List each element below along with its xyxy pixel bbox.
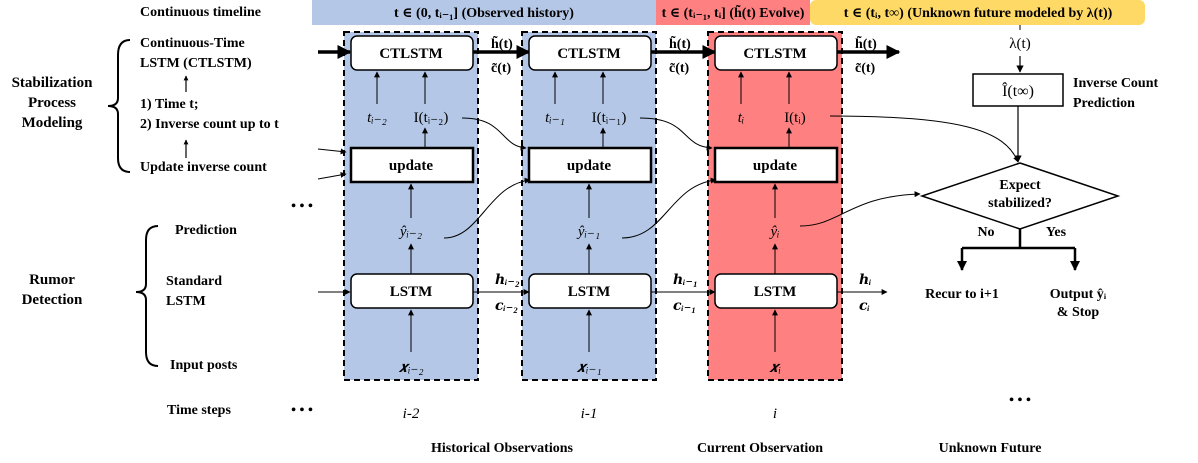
update-block [349,146,475,184]
link-i-col1-update2 [461,117,527,151]
lstm-h-label: 𝒉ᵢ₋₂ [495,273,520,288]
rumor-label-2: Detection [22,292,83,308]
future-band [810,0,1145,25]
update-block-label: update [389,158,434,174]
lstm-block-label: LSTM [754,284,797,300]
ctlstm-block-label: CTLSTM [379,46,442,62]
ctlstm-c-label: c̃(t) [669,61,690,76]
yes-label: Yes [1046,225,1067,240]
time-label: tᵢ₋₁ [545,110,565,126]
ctlstm-h-label: h̃(t) [855,34,877,52]
ctlstm-block-label: CTLSTM [743,46,806,62]
time-column-2: CTLSTM tᵢ₋₁ I(tᵢ₋₁) update ŷᵢ₋₁ LSTM 𝒙ᵢ₋₁ i-1 h̃… [527,34,717,422]
time-step-label: i [773,406,777,422]
unknown-label: Unknown Future [939,441,1042,456]
lstm-block-label: LSTM [390,284,433,300]
time-label: tᵢ₋₂ [367,110,387,126]
inverse-count-label: 2) Inverse count up to t [140,117,279,132]
current-label: Current Observation [697,441,823,456]
standard-lstm-label-2: LSTM [166,294,206,309]
stabilization-brace [107,39,131,173]
link-y-col2-update3 [621,177,717,239]
stabilization-label-2: Process [28,95,76,111]
timeline-label: Continuous timeline [140,5,261,20]
expect-label-1: Expect [999,178,1041,193]
left-dots: • • • [291,199,313,214]
lstm-block-label: LSTM [568,284,611,300]
observed-band [312,0,656,25]
lstm-block [350,273,474,309]
ctlstm-c-label: c̃(t) [491,61,512,76]
update-block-label: update [567,158,612,174]
expect-label-2: stabilized? [988,196,1052,211]
no-label: No [977,225,994,240]
time-step-label: i-2 [403,406,420,422]
time-steps-label: Time steps [167,403,231,418]
time-step-label: i-1 [581,406,598,422]
lstm-c-label: 𝒄ᵢ [859,299,870,314]
link-i-col3-expect [829,115,1019,163]
output-label-2: & Stop [1057,305,1100,320]
stabilization-label-3: Modeling [22,115,83,131]
observed-label: t ∈ (0, tᵢ₋₁] (Observed history) [394,6,574,21]
input-posts-label: Input posts [170,358,238,373]
lstm-block [528,273,652,309]
lstm-h-label: 𝒉ᵢ [859,273,872,288]
steps-dots: • • • [291,403,313,418]
input-x-label: 𝒙ᵢ₋₁ [576,360,601,376]
future-dots: • • • [1009,393,1031,408]
future-section: λ(t) Î(t∞) Inverse Count Prediction Expe… [919,25,1159,408]
input-x-label: 𝒙ᵢ [769,360,781,376]
lstm-block [714,273,838,309]
timeline-header: Continuous timeline t ∈ (0, tᵢ₋₁] (Obser… [140,0,1145,25]
lstm-c-label: 𝒄ᵢ₋₂ [495,299,518,314]
update-block-label: update [753,158,798,174]
i-inf-label: Î(t∞) [1002,81,1034,100]
rumor-brace [135,225,159,367]
prediction-y-label: ŷᵢ [768,224,779,240]
lstm-h-label: 𝒉ᵢ₋₁ [673,273,698,288]
update-block [713,146,839,184]
time-column-3: CTLSTM tᵢ I(tᵢ) update ŷᵢ LSTM 𝒙ᵢ i h̃(t) c̃(t) 𝒉ᵢ… [713,34,901,422]
update-input-arrow-2 [317,171,347,180]
future-label: t ∈ (tᵢ, t∞) (Unknown future modeled by … [844,6,1113,21]
prediction-y-label: ŷᵢ₋₁ [576,224,600,240]
left-labels: Stabilization Process Modeling Continuou… [12,36,313,418]
rumor-label-1: Rumor [29,272,75,288]
time-label: tᵢ [738,110,745,126]
input-x-label: 𝒙ᵢ₋₂ [398,360,423,376]
inverse-pred-label-2: Prediction [1073,96,1135,111]
update-block [527,146,653,184]
ctlstm-label-2: LSTM (CTLSTM) [140,56,252,71]
curved-links [443,115,1019,239]
evolve-band [656,0,810,25]
recur-label: Recur to i+1 [925,287,999,302]
ctlstm-c-label: c̃(t) [855,61,876,76]
ctlstm-h-label: h̃(t) [669,34,691,52]
time-column-1: CTLSTM tᵢ₋₂ I(tᵢ₋₂) update ŷᵢ₋₂ LSTM 𝒙ᵢ₋₂ i-2 h̃… [349,34,531,422]
update-input-arrow-1 [317,148,347,155]
link-y-col3-expect [799,191,921,227]
ctlstm-block-label: CTLSTM [557,46,620,62]
link-i-col2-update3 [639,117,713,151]
inverse-label: I(tᵢ) [784,110,806,126]
lambda-label: λ(t) [1009,36,1030,52]
inverse-label: I(tᵢ₋₂) [414,110,449,126]
ctlstm-label-1: Continuous-Time [140,36,245,51]
lstm-c-label: 𝒄ᵢ₋₁ [673,299,696,314]
historical-label: Historical Observations [431,441,573,456]
prediction-y-label: ŷᵢ₋₂ [398,224,422,240]
link-y-col1-update2 [443,177,531,239]
update-inverse-label: Update inverse count [140,160,267,175]
output-label-1: Output ŷᵢ [1050,287,1107,302]
prediction-label: Prediction [175,223,237,238]
standard-lstm-label-1: Standard [166,274,222,289]
time-t-label: 1) Time t; [140,97,199,112]
ctlstm-h-label: h̃(t) [491,34,513,52]
inverse-pred-label-1: Inverse Count [1073,76,1159,91]
evolve-label: t ∈ (tᵢ₋₁, tᵢ] (h̃(t) Evolve) [662,3,805,21]
inverse-label: I(tᵢ₋₁) [592,110,627,126]
stabilization-label-1: Stabilization [12,75,94,91]
